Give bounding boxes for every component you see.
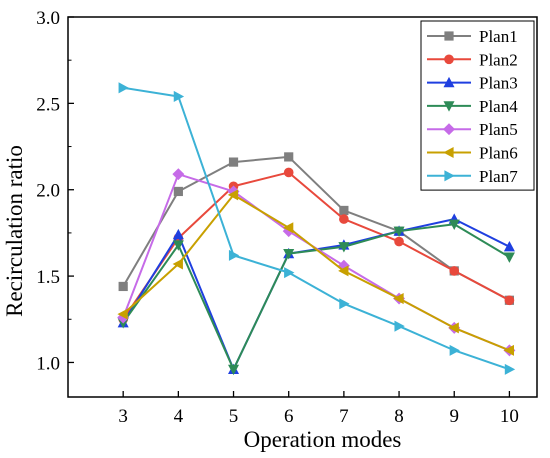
legend-marker [444,170,455,182]
series-line [122,193,510,352]
data-point [503,240,515,252]
legend-marker [443,146,454,159]
y-axis-label: Recirculation ratio [2,145,27,317]
data-point [338,265,349,277]
x-tick-label: 3 [118,406,128,427]
legend-marker [444,31,454,41]
data-point [449,344,460,356]
legend-item: Plan5 [427,120,518,139]
data-point [337,259,350,272]
data-point [227,189,239,201]
legend-label: Plan7 [479,167,518,186]
x-tick-label: 4 [174,406,184,427]
series-line [122,155,510,302]
data-point [504,363,516,375]
data-point [448,219,460,231]
data-point [283,249,295,260]
data-point [172,240,184,251]
legend-label: Plan2 [479,50,518,69]
y-tick-label: 3.0 [36,8,60,29]
y-tick-label: 2.0 [36,181,60,202]
legend-item: Plan7 [427,167,518,186]
data-point [284,267,295,279]
x-tick-label: 6 [284,406,294,427]
x-tick-label: 9 [449,406,459,427]
data-point [393,226,405,237]
x-tick-label: 10 [500,406,519,427]
legend-item: Plan1 [427,27,518,46]
series-line [122,171,510,320]
data-point [172,168,185,181]
data-point [339,205,349,216]
data-point [228,157,239,167]
data-point [228,364,240,376]
data-point [228,249,240,261]
legend-item: Plan2 [427,50,518,69]
data-point [172,258,183,270]
data-point [503,252,515,263]
data-point [394,236,404,247]
legend-marker [443,76,455,88]
data-point [393,293,404,305]
y-tick-label: 1.0 [36,353,60,374]
legend: Plan1 Plan2 Plan3 Plan4 Plan5 Plan6 Plan7 [420,20,535,191]
data-point [503,344,515,356]
x-axis-label: Operation modes [244,427,402,452]
legend-item: Plan4 [427,97,518,116]
ticks-layer: 3 4 5 6 7 8 9 10 1.0 1.5 2.0 2.5 3.0 [36,8,519,427]
legend-label: Plan4 [479,97,518,116]
legend-label: Plan5 [479,120,518,139]
plot-frame [67,16,538,398]
legend-marker [443,123,455,136]
series-layer [117,82,516,376]
y-tick-label: 2.5 [36,94,60,115]
legend-label: Plan3 [479,74,518,93]
legend-item: Plan6 [427,144,518,163]
data-point [394,320,405,332]
legend-label: Plan1 [479,27,518,46]
data-point [449,266,460,276]
data-point [283,167,294,178]
data-point [338,242,350,253]
data-point [118,281,128,292]
legend-label: Plan6 [479,144,518,163]
x-tick-label: 7 [339,406,349,427]
x-tick-label: 8 [394,406,404,427]
x-tick-label: 5 [229,406,239,427]
legend-item: Plan3 [427,74,518,93]
legend-marker [443,101,455,112]
data-point [284,152,294,162]
series-plan7 [118,82,516,375]
data-point [173,90,185,102]
y-tick-label: 1.5 [36,267,60,288]
legend-marker [444,54,454,65]
data-point [172,228,184,240]
data-point [504,295,515,306]
data-point [173,186,183,197]
series-plan6 [117,189,515,356]
series-line [123,86,510,371]
data-point [339,214,349,224]
data-point [118,82,129,94]
data-point [339,298,350,310]
data-point [282,222,294,234]
data-point [117,308,128,320]
data-point [448,322,459,334]
